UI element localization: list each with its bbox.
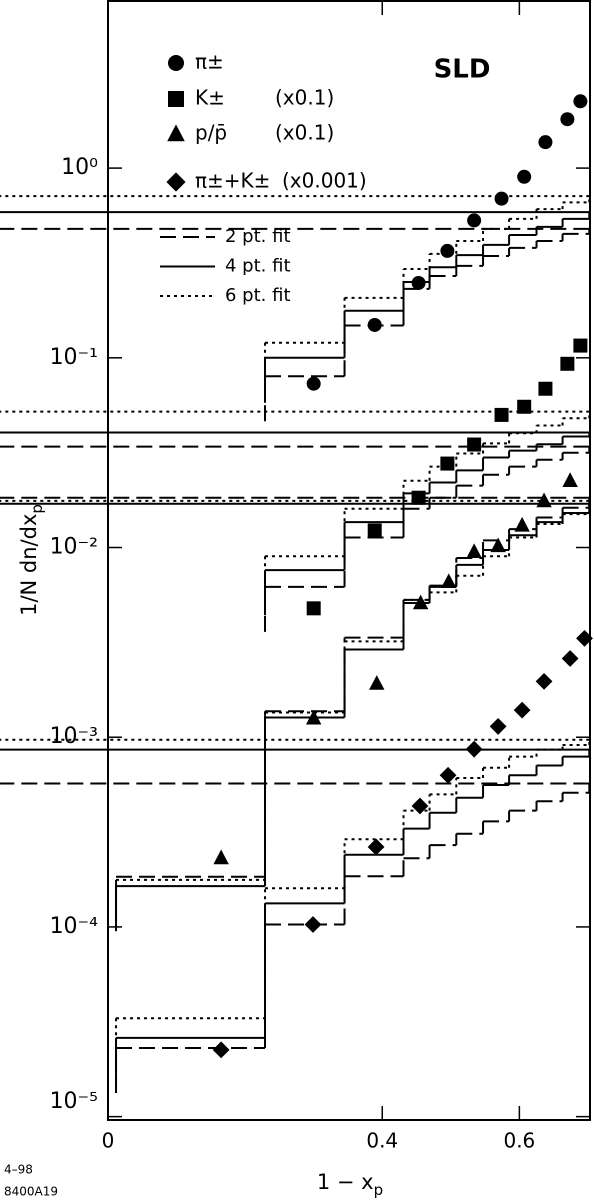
y-tick-label: 10⁰ — [61, 155, 98, 180]
data-point — [304, 916, 322, 933]
data-point — [489, 718, 507, 735]
data-point — [212, 1041, 230, 1059]
legend-scale-label: (x0.001) — [282, 169, 367, 193]
x-tick-label: 0.4 — [366, 1129, 398, 1153]
data-point — [467, 213, 482, 228]
data-point — [411, 275, 426, 290]
y-tick-label: 10⁻¹ — [50, 345, 98, 370]
x-axis-label: 1 − xp — [317, 1170, 383, 1199]
x-axis-label-sub: p — [374, 1181, 384, 1199]
data-point — [573, 338, 588, 353]
legend-label: K± — [195, 86, 225, 110]
legend-label: π± — [195, 50, 224, 74]
data-point — [562, 472, 578, 488]
legend-label: 2 pt. fit — [225, 226, 291, 247]
data-point — [306, 601, 321, 616]
legend-label: 4 pt. fit — [225, 256, 291, 277]
data-point — [535, 672, 553, 690]
data-point — [561, 650, 579, 667]
data-point — [576, 629, 593, 647]
data-point — [514, 516, 530, 532]
data-point — [513, 701, 531, 719]
legend-scale-label: (x0.1) — [275, 121, 334, 145]
y-axis-label: 1/N dn/dxp — [17, 504, 46, 616]
data-point — [494, 191, 509, 206]
legend-marker — [166, 172, 186, 192]
y-axis-label-text: 1/N dn/dx — [17, 514, 41, 616]
annotation: SLD — [434, 55, 491, 85]
y-tick-label: 10⁻² — [50, 535, 98, 560]
data-point — [412, 594, 429, 610]
legend-scale-label: (x0.1) — [275, 86, 334, 110]
data-point — [538, 381, 553, 396]
data-point — [305, 709, 322, 725]
data-point — [439, 766, 457, 784]
data-point — [411, 797, 429, 815]
data-point — [560, 112, 575, 127]
data-point — [411, 490, 426, 505]
data-point — [517, 399, 532, 414]
data-point — [367, 523, 382, 538]
data-point — [490, 537, 506, 553]
y-tick-label: 10⁻⁵ — [50, 1089, 98, 1114]
data-point — [306, 376, 321, 391]
data-point — [440, 243, 455, 258]
data-point — [466, 543, 482, 559]
data-point — [367, 317, 382, 332]
data-point — [213, 849, 229, 865]
data-point — [369, 675, 385, 690]
footnote: 8400A19 — [4, 1185, 58, 1199]
data-point — [538, 135, 553, 150]
x-tick-label: 0 — [102, 1129, 115, 1153]
legend-label: p/p̄ — [195, 121, 227, 145]
data-point — [573, 94, 588, 109]
data-point — [560, 356, 575, 371]
legend-marker — [168, 55, 184, 71]
y-axis-label-sub: p — [28, 504, 46, 514]
data-point — [517, 169, 532, 184]
data-point — [441, 573, 457, 589]
data-point — [536, 492, 552, 508]
data-point — [440, 456, 455, 471]
plot-frame — [107, 0, 591, 1121]
data-point — [465, 740, 483, 758]
legend-marker — [167, 124, 185, 142]
x-axis-label-text: 1 − x — [317, 1170, 374, 1194]
footnote: 4–98 — [4, 1163, 33, 1177]
data-point — [367, 838, 385, 856]
legend-marker — [168, 91, 184, 107]
data-point — [494, 407, 509, 422]
y-tick-label: 10⁻⁴ — [50, 914, 99, 939]
y-tick-label: 10⁻³ — [50, 724, 98, 749]
legend-label: π±+K± — [195, 169, 270, 193]
data-point — [467, 437, 482, 452]
x-tick-label: 0.6 — [503, 1129, 535, 1153]
legend-label: 6 pt. fit — [225, 285, 291, 306]
